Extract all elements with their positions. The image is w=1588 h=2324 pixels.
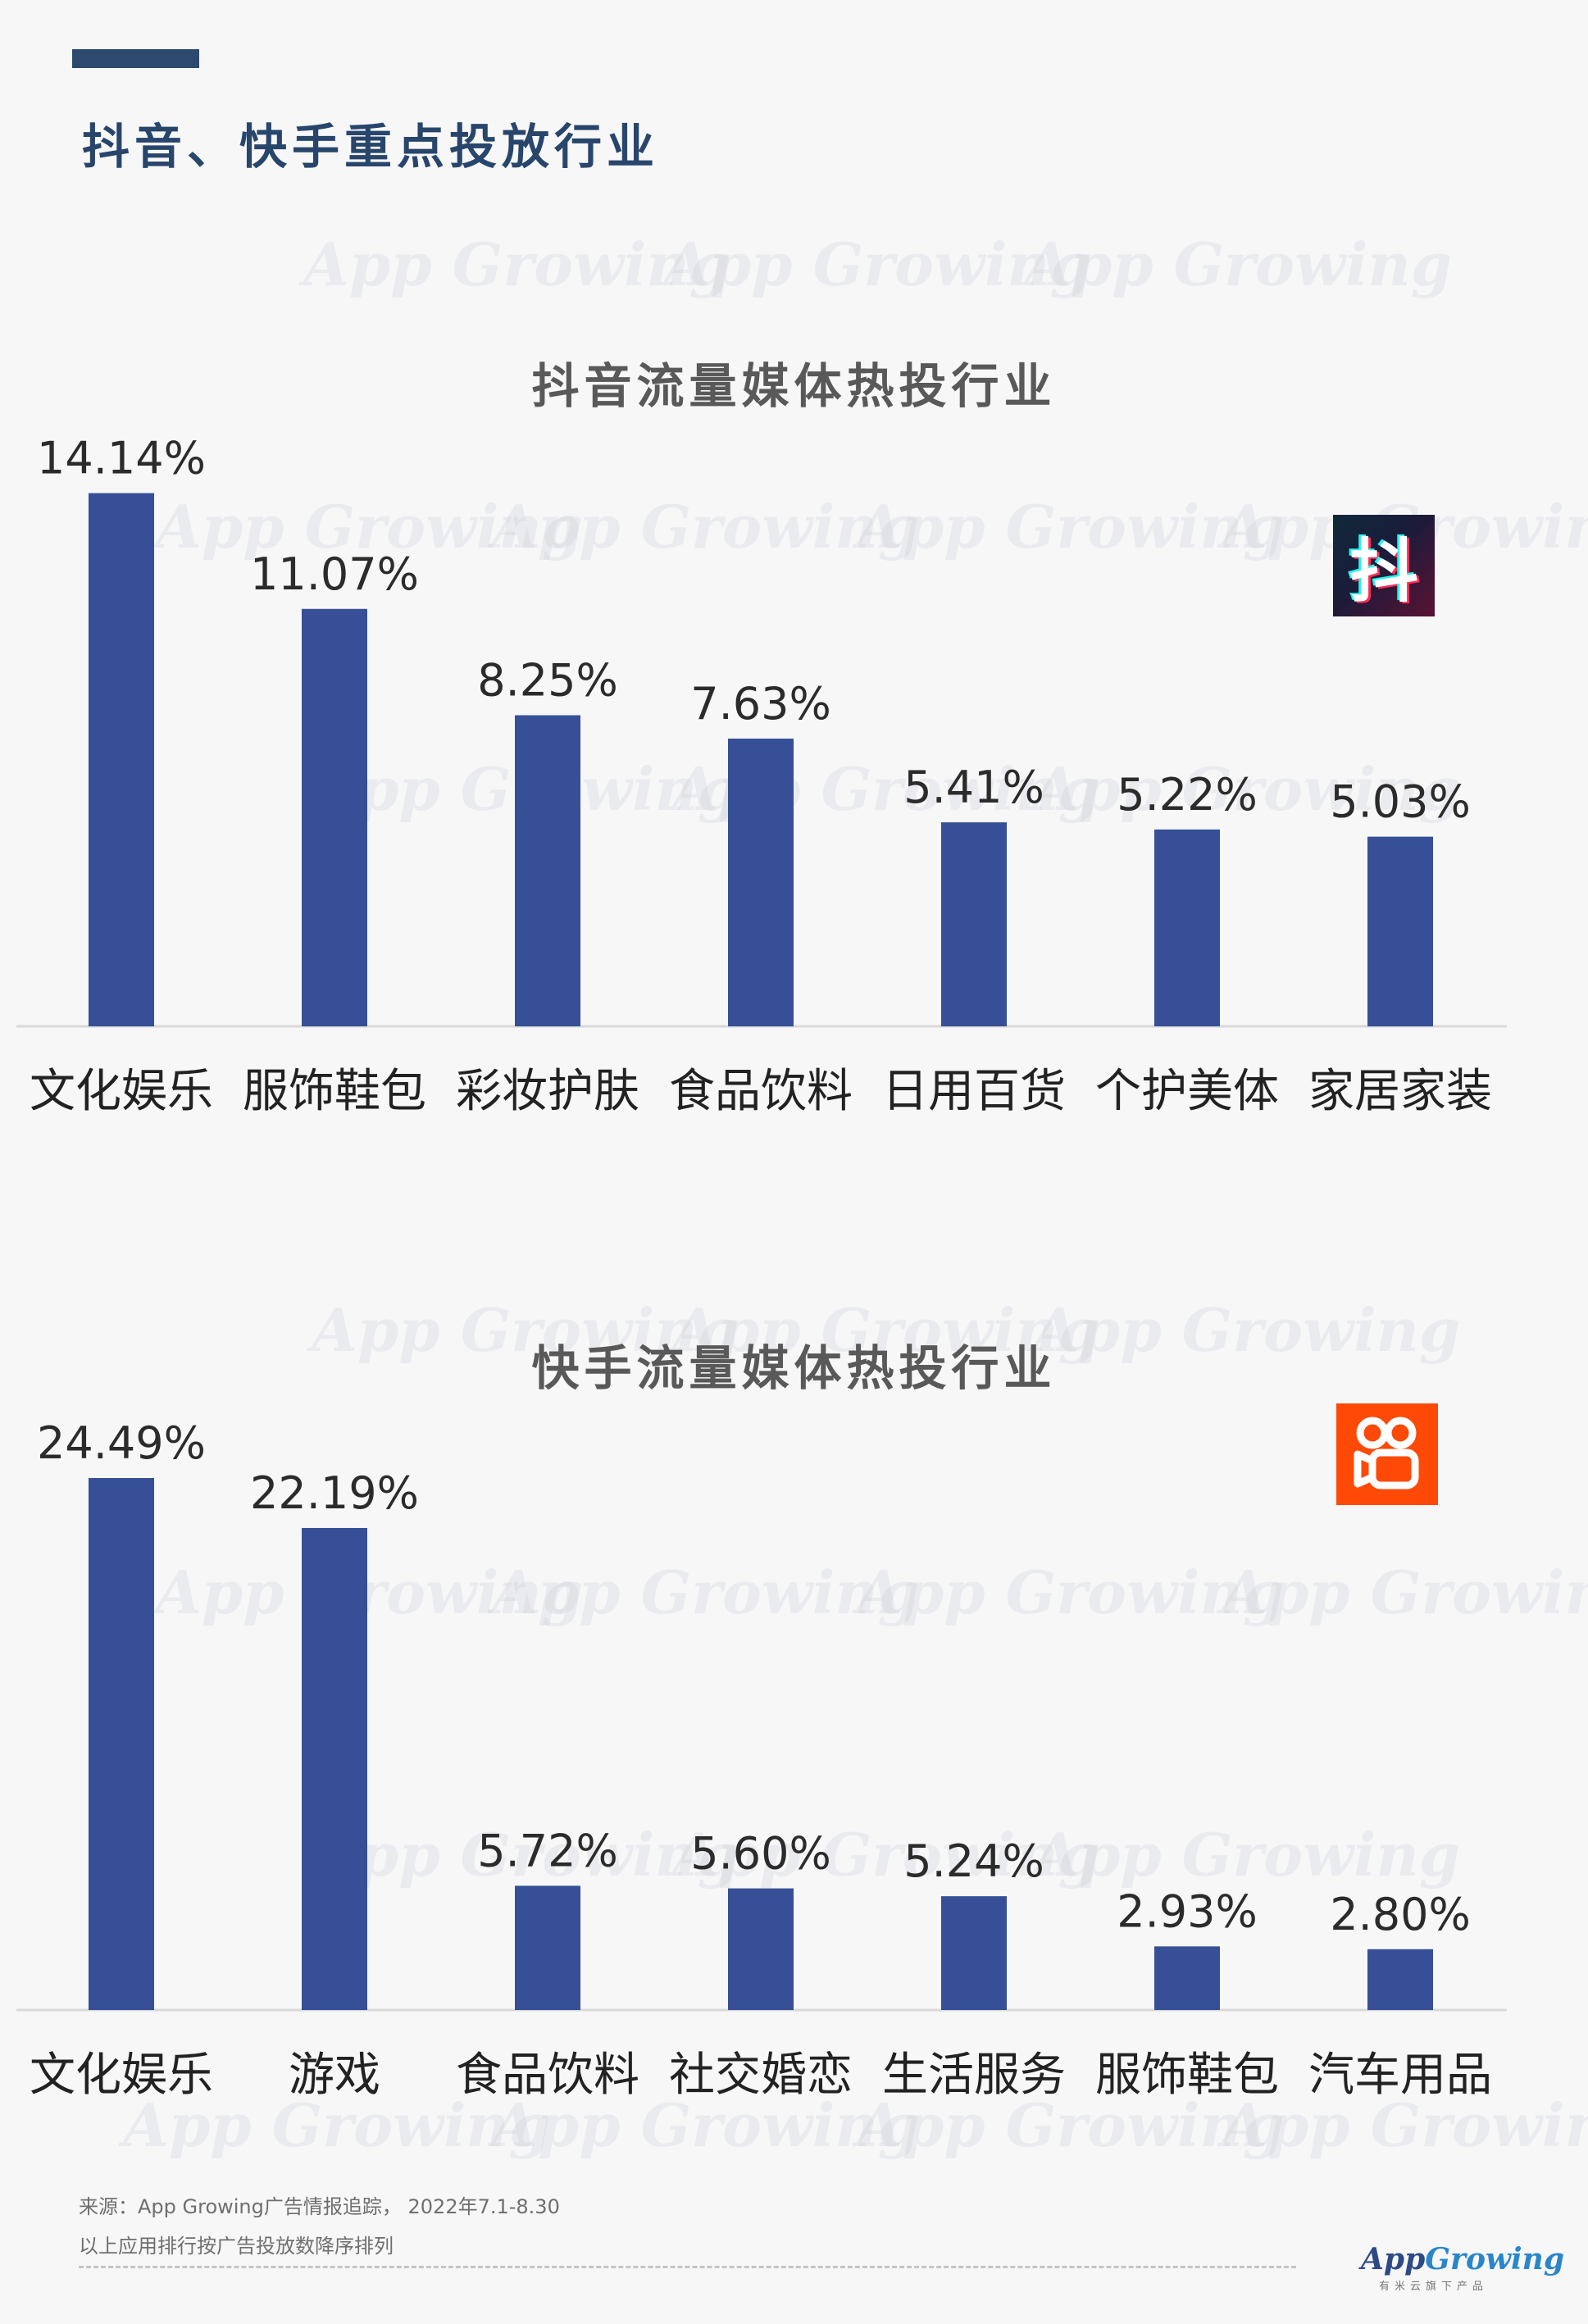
- footer-note: 以上应用排行按广告投放数降序排列: [79, 2235, 394, 2258]
- category-label: 食品饮料: [456, 2049, 639, 2102]
- data-label: 8.25%: [477, 655, 618, 707]
- bar: [1367, 836, 1433, 1026]
- data-label: 2.93%: [1117, 1885, 1258, 1937]
- bar: [1154, 829, 1220, 1026]
- brand-left: App: [1361, 2242, 1426, 2276]
- douyin-logo-glyph: 抖: [1349, 530, 1418, 612]
- category-label: 汽车用品: [1308, 2049, 1492, 2102]
- chart-kuaishou: 24.49% 文化娱乐 22.19% 游戏 5.72% 食品饮料 5.60% 社交婚恋 5.24…: [16, 1417, 1507, 2102]
- bar: [941, 1896, 1007, 2010]
- data-label: 5.24%: [903, 1835, 1044, 1887]
- bar: [89, 1478, 154, 2010]
- bar: [302, 1527, 367, 2010]
- brand-right: Growing: [1425, 2242, 1565, 2276]
- chart-douyin: 14.14% 文化娱乐 11.07% 服饰鞋包 8.25% 彩妆护肤 7.63% 食品饮料 5.…: [16, 433, 1507, 1118]
- category-label: 生活服务: [882, 2049, 1066, 2102]
- category-label: 游戏: [289, 2049, 380, 2102]
- watermark-text: App Growing: [1025, 230, 1453, 299]
- bar: [302, 608, 367, 1026]
- bar: [728, 1888, 794, 2010]
- bar: [1154, 1946, 1220, 2010]
- data-label: 5.72%: [477, 1825, 618, 1876]
- chart-title-kuaishou: 快手流量媒体热投行业: [531, 1340, 1057, 1396]
- page-title: 抖音、快手重点投放行业: [82, 119, 660, 175]
- bar: [941, 822, 1007, 1026]
- category-label: 服饰鞋包: [1095, 2049, 1279, 2102]
- category-label: 个护美体: [1095, 1065, 1279, 1118]
- footer-divider: [79, 2266, 1296, 2268]
- category-label: 家居家装: [1308, 1065, 1492, 1118]
- data-label: 14.14%: [37, 433, 206, 484]
- kuaishou-logo-shape: [1354, 1417, 1419, 1489]
- category-label: 日用百货: [882, 1065, 1066, 1118]
- category-label: 社交婚恋: [669, 2049, 853, 2102]
- data-label: 5.03%: [1330, 776, 1471, 828]
- category-label: 服饰鞋包: [243, 1065, 426, 1118]
- app-growing-logo: AppGrowing: [1361, 2244, 1564, 2274]
- data-label: 22.19%: [250, 1467, 419, 1519]
- douyin-logo-icon: 抖: [1333, 515, 1435, 616]
- data-label: 5.22%: [1117, 769, 1258, 821]
- category-label: 文化娱乐: [30, 1065, 213, 1118]
- data-label: 11.07%: [250, 548, 419, 600]
- footer-source: 来源：App Growing广告情报追踪， 2022年7.1-8.30: [79, 2195, 560, 2218]
- title-accent-bar: [72, 49, 199, 68]
- bar: [89, 493, 154, 1026]
- bar: [515, 715, 580, 1026]
- bar: [728, 739, 794, 1026]
- category-label: 食品饮料: [669, 1065, 853, 1118]
- bar: [515, 1885, 580, 2010]
- category-label: 文化娱乐: [30, 2049, 213, 2102]
- data-label: 5.41%: [903, 762, 1044, 813]
- data-label: 5.60%: [690, 1828, 831, 1880]
- bar: [1367, 1949, 1433, 2010]
- kuaishou-logo-icon: [1336, 1403, 1438, 1505]
- data-label: 24.49%: [37, 1417, 206, 1469]
- category-label: 彩妆护肤: [456, 1065, 639, 1118]
- chart-title-douyin: 抖音流量媒体热投行业: [531, 358, 1057, 414]
- data-label: 2.80%: [1330, 1889, 1471, 1940]
- watermark-text: App Growing: [303, 230, 731, 299]
- watermark-text: App Growing: [664, 230, 1092, 299]
- data-label: 7.63%: [690, 678, 831, 730]
- brand-subtitle: 有米云旗下产品: [1379, 2281, 1489, 2293]
